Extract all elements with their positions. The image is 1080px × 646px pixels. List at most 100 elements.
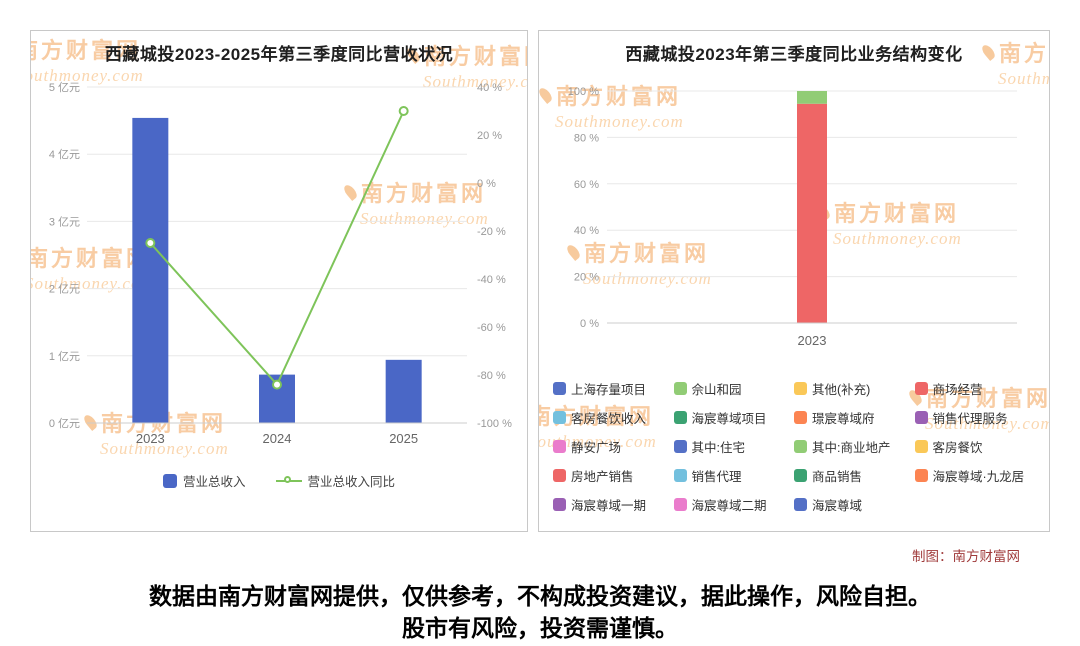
y-left-tick-label: 5 亿元	[49, 81, 80, 94]
revenue-chart-panel: 南方财富网Southmoney.com南方财富网Southmoney.com南方…	[30, 30, 528, 532]
legend-item: 海宸尊域项目	[673, 408, 795, 427]
y-left-tick-label: 3 亿元	[49, 215, 80, 228]
legend-item: 静安广场	[553, 437, 674, 456]
legend-swatch	[553, 440, 566, 453]
legend-line-marker	[275, 475, 302, 487]
legend-label: 海宸尊域	[812, 499, 863, 513]
legend-swatch	[914, 382, 928, 395]
chart-credit: 制图：南方财富网	[912, 549, 1020, 564]
yoy-line	[149, 110, 405, 387]
legend-label: 海宸尊域一期	[571, 499, 647, 513]
legend-item: 上海存量项目	[553, 379, 674, 398]
legend-item: 璟宸尊域府	[794, 408, 915, 427]
disclaimer-line2: 股市有风险，投资需谨慎。	[402, 615, 678, 641]
y-right-tick-label: 20 %	[477, 130, 502, 142]
legend-swatch	[673, 440, 687, 453]
legend-label: 商场经营	[932, 383, 983, 397]
disclaimer-line1: 数据由南方财富网提供，仅供参考，不构成投资建议，据此操作，风险自担。	[149, 583, 931, 609]
legend-swatch	[673, 498, 687, 511]
legend-label: 上海存量项目	[571, 383, 647, 397]
legend-label: 其中:商业地产	[812, 441, 891, 455]
legend-swatch	[162, 473, 177, 488]
left-chart-legend: 营业总收入 营业总收入同比	[31, 471, 527, 490]
y-left-tick-label: 0 亿元	[49, 417, 80, 430]
y-right-tick-label: -100 %	[477, 418, 512, 430]
legend-swatch	[794, 498, 807, 511]
structure-chart-panel: 南方财富网 Southmoney.com 南方财富网 Southmoney.com 南方…	[538, 30, 1050, 532]
yoy-point	[272, 379, 282, 390]
y-tick-label: 80 %	[574, 132, 599, 144]
right-chart-legend: 上海存量项目 佘山和园 其他(补充) 商场经营 客房餐饮收入 海宸尊域项目 璟宸尊域府 销售代…	[539, 379, 1049, 514]
x-tick-label: 2023	[136, 431, 165, 446]
legend-label: 海宸尊域二期	[691, 499, 767, 513]
legend-swatch	[914, 440, 928, 453]
right-chart-title: 西藏城投2023年第三季度同比业务结构变化	[625, 45, 963, 64]
y-right-tick-label: -20 %	[477, 226, 506, 238]
legend-swatch	[673, 411, 687, 424]
legend-label: 静安广场	[571, 441, 622, 455]
legend-item: 销售代理服务	[914, 408, 1036, 427]
business-structure-stacked-bar-chart: 0 % 20 % 40 % 60 % 80 % 100 % 2023	[568, 86, 1017, 348]
legend-label: 商品销售	[812, 470, 863, 484]
stacked-segment	[797, 91, 827, 104]
legend-swatch	[673, 382, 687, 395]
legend-item: 销售代理	[673, 466, 795, 485]
legend-label: 营业总收入同比	[307, 475, 396, 489]
legend-item: 海宸尊域一期	[553, 495, 674, 514]
y-tick-label: 40 %	[574, 225, 599, 237]
y-tick-label: 0 %	[580, 318, 599, 330]
legend-label: 璟宸尊域府	[812, 412, 875, 426]
legend-item: 海宸尊域	[794, 495, 915, 514]
legend-item: 其中:住宅	[673, 437, 795, 456]
y-right-tick-label: -80 %	[477, 370, 506, 382]
revenue-bar	[132, 117, 169, 424]
legend-item: 海宸尊域二期	[673, 495, 795, 514]
y-right-tick-label: 40 %	[477, 82, 502, 94]
y-left-tick-label: 1 亿元	[49, 350, 80, 363]
legend-item: 客房餐饮	[914, 437, 1036, 456]
legend-swatch	[553, 382, 566, 395]
legend-label: 客房餐饮收入	[571, 412, 647, 426]
legend-swatch	[794, 382, 807, 395]
legend-item: 佘山和园	[673, 379, 795, 398]
stacked-segment	[797, 103, 827, 323]
legend-label: 其中:住宅	[691, 441, 745, 455]
legend-item: 其他(补充)	[794, 379, 915, 398]
y-tick-label: 60 %	[574, 179, 599, 191]
legend-item: 营业总收入同比	[275, 471, 396, 490]
legend-swatch	[553, 411, 566, 424]
legend-label: 营业总收入	[182, 475, 246, 489]
x-tick-label: 2024	[263, 431, 292, 446]
y-right-tick-label: -60 %	[477, 322, 506, 334]
x-tick-label: 2025	[389, 431, 418, 446]
yoy-point	[398, 106, 409, 116]
legend-label: 房地产销售	[571, 470, 634, 484]
legend-swatch	[794, 411, 807, 424]
legend-item: 其中:商业地产	[794, 437, 915, 456]
legend-swatch	[553, 498, 566, 511]
legend-swatch	[553, 469, 566, 482]
legend-item: 房地产销售	[553, 466, 674, 485]
legend-item: 商品销售	[794, 466, 915, 485]
legend-label: 海宸尊域·九龙居	[932, 470, 1025, 484]
y-tick-label: 100 %	[568, 86, 599, 98]
y-left-tick-label: 4 亿元	[49, 148, 80, 161]
y-tick-label: 20 %	[574, 272, 599, 284]
legend-label: 海宸尊域项目	[691, 412, 767, 426]
x-tick-label: 2023	[798, 333, 827, 348]
legend-item: 营业总收入	[162, 471, 246, 490]
revenue-bar-line-chart: 0 亿元 1 亿元 2 亿元 3 亿元 4 亿元 5 亿元 40 % 20 % 0 % -20 %…	[49, 81, 512, 446]
yoy-point	[145, 238, 156, 248]
y-left-tick-label: 2 亿元	[49, 283, 80, 296]
legend-swatch	[914, 411, 928, 424]
y-right-tick-label: 0 %	[477, 178, 496, 190]
legend-label: 佘山和园	[691, 383, 742, 397]
legend-swatch	[673, 469, 687, 482]
left-chart-title: 西藏城投2023-2025年第三季度同比营收状况	[104, 45, 454, 64]
legend-swatch	[794, 469, 807, 482]
legend-item: 海宸尊域·九龙居	[914, 466, 1036, 485]
legend-label: 销售代理服务	[932, 412, 1008, 426]
legend-label: 客房餐饮	[932, 441, 983, 455]
legend-swatch	[794, 440, 807, 453]
